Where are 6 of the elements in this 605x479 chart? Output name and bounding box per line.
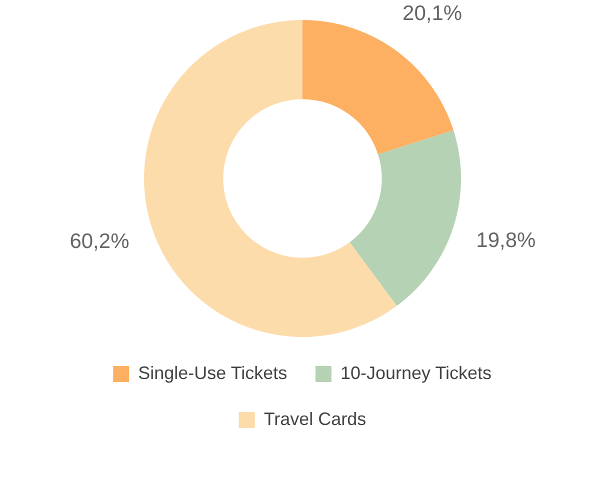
legend-label: Travel Cards bbox=[264, 408, 366, 429]
legend-label: Single-Use Tickets bbox=[138, 362, 288, 383]
legend-label: 10-Journey Tickets bbox=[340, 362, 492, 383]
data-label: 60,2% bbox=[70, 230, 130, 254]
data-label: 19,8% bbox=[476, 228, 536, 252]
data-label: 20,1% bbox=[402, 2, 462, 25]
